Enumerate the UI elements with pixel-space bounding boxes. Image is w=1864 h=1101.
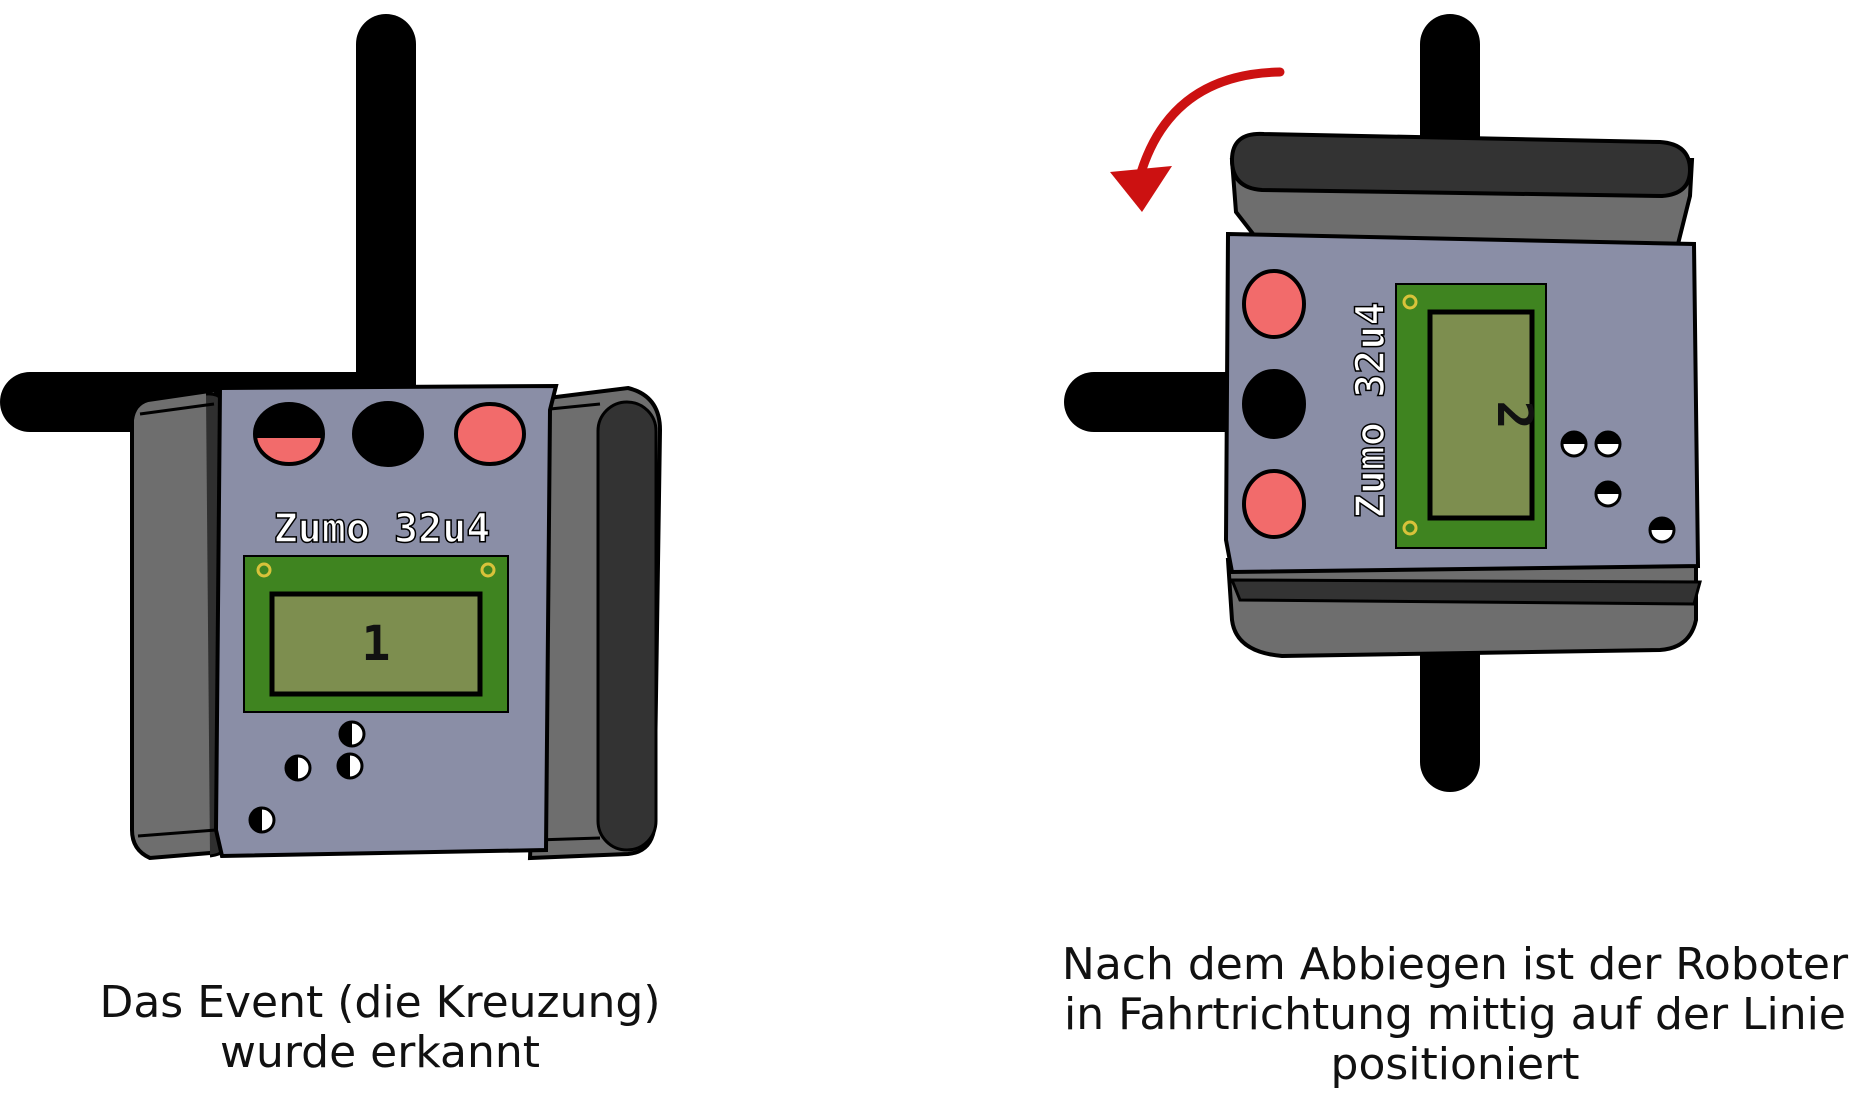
turn-arrow-icon — [1110, 67, 1285, 212]
left-robot-led-3 — [454, 402, 526, 466]
left-robot-track-left — [130, 387, 230, 861]
left-robot-brand-label: Zumo 32u4 — [274, 506, 491, 552]
right-robot-sensors — [1560, 430, 1676, 544]
right-robot-brand-label: Zumo 32u4 — [1348, 302, 1394, 519]
right-robot-led-2 — [1242, 369, 1306, 439]
right-robot-display-value: 2 — [1486, 401, 1542, 430]
left-robot-led-1 — [253, 402, 325, 466]
right-robot-display: 2 — [1395, 283, 1547, 549]
caption-left-line-2: wurde erkannt — [219, 1027, 541, 1078]
right-robot-lcd — [1427, 309, 1535, 521]
caption-right-line-2: in Fahrtrichtung mittig auf der Linie — [1064, 989, 1846, 1040]
left-robot-display-value: 1 — [362, 616, 391, 672]
caption-right-line-3: positioniert — [1330, 1039, 1580, 1090]
left-robot-sensors — [248, 720, 366, 834]
caption-right-line-1: Nach dem Abbiegen ist der Roboter — [1061, 939, 1849, 990]
left-robot-led-2 — [352, 401, 424, 467]
right-robot-led-3 — [1242, 469, 1306, 539]
caption-left: Das Event (die Kreuzung) wurde erkannt — [60, 978, 700, 1078]
caption-right: Nach dem Abbiegen ist der Roboter in Fah… — [1015, 940, 1864, 1090]
left-scene: Zumo 32u4 1 — [0, 14, 663, 861]
left-robot-leds — [253, 401, 526, 467]
right-robot-led-1 — [1242, 269, 1306, 339]
left-robot-lcd — [269, 591, 483, 697]
right-robot-leds — [1242, 269, 1306, 539]
left-robot-track-right — [527, 385, 663, 861]
left-robot-display: 1 — [243, 555, 509, 713]
right-robot-track-bottom — [1225, 558, 1702, 659]
right-scene: Zumo 32u4 2 — [1064, 14, 1702, 792]
right-robot-track-top — [1229, 131, 1695, 255]
caption-left-line-1: Das Event (die Kreuzung) — [99, 977, 661, 1028]
